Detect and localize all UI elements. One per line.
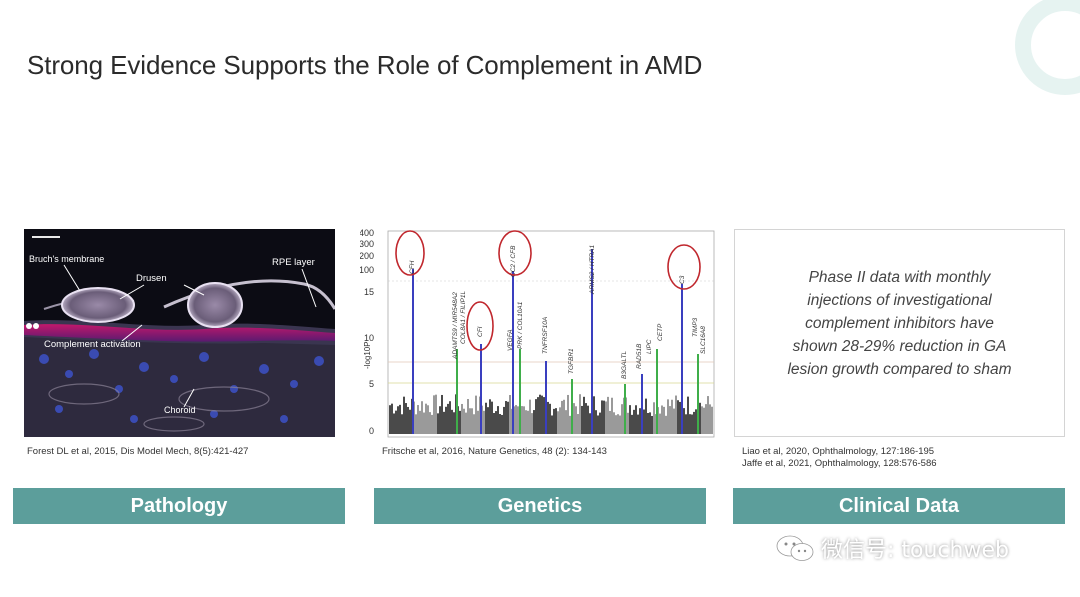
gene-label: SLC16A8 xyxy=(700,326,707,354)
pathology-button[interactable]: Pathology xyxy=(13,488,345,524)
gene-label: LIPC xyxy=(646,339,653,354)
gene-label: RAD51B xyxy=(636,343,643,369)
clinical-data-button[interactable]: Clinical Data xyxy=(733,488,1065,524)
gene-label: VEGFA xyxy=(507,329,514,351)
y-tick: 15 xyxy=(364,287,374,297)
gene-label: COL8A1 / FILIP1L xyxy=(460,291,467,344)
gene-label: B3GALTL xyxy=(621,351,628,379)
drusen-deposit xyxy=(61,287,135,323)
clinical-summary-box: Phase II data with monthly injections of… xyxy=(734,229,1065,437)
gene-label: ADAMTS9 / MIR548A2 xyxy=(452,292,459,360)
highlight-circle-cfi xyxy=(466,301,494,351)
gene-label: TIMP3 xyxy=(692,317,699,337)
y-tick: 10 xyxy=(364,333,374,343)
gene-label: CC2 / CFB xyxy=(510,245,517,277)
clinical-text-line: injections of investigational xyxy=(807,292,992,309)
highlight-circle-cfh xyxy=(395,230,425,276)
clinical-caption-2: Jaffe et al, 2021, Ophthalmology, 128:57… xyxy=(742,458,937,469)
clinical-text-line: complement inhibitors have xyxy=(805,315,994,332)
clinical-caption-1: Liao et al, 2020, Ophthalmology, 127:186… xyxy=(742,446,935,457)
pathology-micrograph: Bruch's membrane Drusen RPE layer Comple… xyxy=(24,229,335,437)
label-complement-activation: Complement activation xyxy=(44,339,141,350)
genetics-manhattan-plot: 400 300 200 100 15 10 5 0 -log10P xyxy=(359,228,715,441)
pathology-caption: Forest DL et al, 2015, Dis Model Mech, 8… xyxy=(27,446,249,457)
y-tick: 5 xyxy=(369,379,374,389)
wechat-icon xyxy=(776,535,814,561)
gene-label: PRK / COL10A1 xyxy=(517,301,524,349)
gene-label: C3 xyxy=(679,275,686,284)
gene-label: ARMS2 / HTRA1 xyxy=(589,244,596,295)
clinical-text-line: lesion growth compared to sham xyxy=(787,361,1012,378)
highlight-circle-c2-cfb xyxy=(498,230,532,276)
label-rpe-layer: RPE layer xyxy=(272,257,315,268)
label-bruchs-membrane: Bruch's membrane xyxy=(29,254,104,264)
genetics-button[interactable]: Genetics xyxy=(374,488,706,524)
label-drusen: Drusen xyxy=(136,273,167,284)
wechat-watermark: 微信号: touchweb xyxy=(775,532,1009,564)
gene-label: CETP xyxy=(657,323,664,341)
clinical-text-line: Phase II data with monthly xyxy=(808,269,991,286)
scale-bar xyxy=(32,236,60,238)
label-choroid: Choroid xyxy=(164,405,196,415)
y-tick: 100 xyxy=(360,265,374,275)
y-tick: 400 xyxy=(360,229,374,238)
y-tick: 0 xyxy=(369,426,374,436)
y-tick: 200 xyxy=(360,251,374,261)
drusen-deposit xyxy=(187,282,243,328)
y-tick: 300 xyxy=(360,239,374,249)
watermark-text: 微信号: touchweb xyxy=(821,538,1009,563)
gene-label: CFI xyxy=(477,326,484,337)
gene-label: TGFBR1 xyxy=(568,348,575,374)
gene-label: TNFRSF10A xyxy=(542,317,549,354)
highlight-circle-c3 xyxy=(667,244,701,290)
corner-decoration xyxy=(1015,0,1080,95)
genetics-caption: Fritsche et al, 2016, Nature Genetics, 4… xyxy=(382,446,607,457)
y-axis-label: -log10P xyxy=(363,341,372,369)
clinical-text-line: shown 28-29% reduction in GA xyxy=(792,338,1007,355)
gene-label: CFH xyxy=(409,260,416,274)
slide-title: Strong Evidence Supports the Role of Com… xyxy=(27,50,703,80)
